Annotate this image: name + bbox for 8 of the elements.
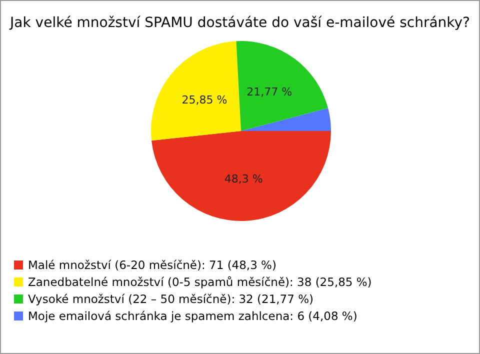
data-label: 25,85 %: [182, 93, 228, 106]
legend-label: Zanedbatelné množství (0-5 spamů měsíčně): 38 (25,85 %): [28, 275, 372, 289]
data-label: 21,77 %: [246, 86, 292, 99]
legend-label: Vysoké množství (22 – 50 měsíčně): 32 (21,77 %): [28, 292, 314, 306]
legend-label: Malé množství (6-20 měsíčně): 71 (48,3 %): [28, 258, 276, 272]
data-label: 48,3 %: [224, 172, 263, 186]
chart-title: Jak velké množství SPAMU dostáváte do vaší e-mailové schránky?: [9, 15, 470, 31]
legend-label: Moje emailová schránka je spamem zahlcena: 6 (4,08 %): [28, 309, 358, 323]
